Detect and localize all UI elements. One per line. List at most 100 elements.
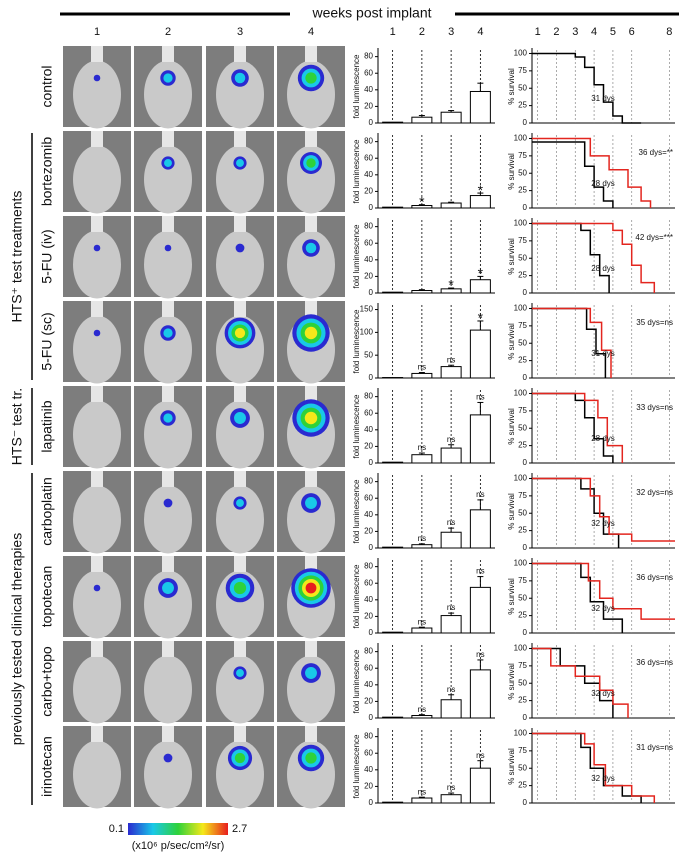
significance: ns: [447, 685, 455, 694]
bar: [469, 509, 491, 549]
mouse-body: [144, 400, 192, 469]
significance: ns: [476, 490, 484, 499]
y-tick-label: 100: [514, 729, 528, 738]
mouse-body: [216, 655, 264, 724]
significance: ns: [418, 363, 426, 372]
y-tick-label: 80: [364, 392, 373, 401]
y-tick-label: 75: [518, 491, 527, 500]
y-axis-label: % survival: [507, 748, 516, 785]
mouse-holder: [91, 386, 103, 402]
x-tick-label: 1: [535, 26, 541, 38]
mouse-holder: [305, 471, 317, 487]
mouse-holder: [234, 726, 246, 742]
week-label: 4: [308, 26, 314, 38]
significance: ns: [447, 518, 455, 527]
bar: [382, 631, 404, 634]
survival-curve: [532, 52, 642, 124]
signal: [234, 752, 246, 764]
y-tick-label: 60: [364, 663, 373, 672]
y-tick-label: 25: [518, 356, 527, 365]
signal: [306, 158, 316, 168]
signal: [234, 327, 246, 339]
y-tick-label: 50: [364, 350, 373, 359]
mouse-holder: [91, 641, 103, 657]
row-label: topotecan: [39, 566, 55, 628]
significance: *: [419, 193, 425, 209]
mouse-holder: [305, 131, 317, 147]
mouse-holder: [91, 726, 103, 742]
bar: [382, 121, 404, 124]
signal: [93, 74, 101, 82]
mouse-body: [73, 315, 121, 384]
y-tick-label: 0: [523, 798, 528, 807]
y-tick-label: 100: [514, 49, 528, 58]
significance: ns: [447, 435, 455, 444]
y-tick-label: 50: [518, 168, 527, 177]
x-tick-label: 2: [553, 26, 559, 38]
y-tick-label: 0: [523, 628, 528, 637]
mouse-holder: [91, 556, 103, 572]
median-survival: 28 dys: [591, 264, 615, 273]
significance: *: [478, 265, 484, 281]
bar: [382, 461, 404, 464]
bar: [411, 116, 433, 124]
y-axis-label: fold luminescence: [352, 224, 361, 289]
mouse-holder: [91, 46, 103, 62]
signal: [233, 581, 247, 595]
y-tick-label: 0: [369, 458, 374, 467]
y-tick-label: 0: [523, 118, 528, 127]
mouse-holder: [162, 131, 174, 147]
mouse-body: [216, 230, 264, 299]
signal: [163, 73, 173, 83]
y-tick-label: 75: [518, 661, 527, 670]
y-tick-label: 75: [518, 151, 527, 160]
row-label: irinotecan: [39, 736, 55, 797]
bar: [440, 531, 462, 549]
bar: [469, 329, 491, 379]
y-tick-label: 0: [369, 713, 374, 722]
y-tick-label: 0: [369, 543, 374, 552]
y-tick-label: 25: [518, 101, 527, 110]
signal: [236, 499, 244, 507]
y-tick-label: 0: [369, 118, 374, 127]
mouse-body: [144, 60, 192, 129]
row-label: 5-FU (iv): [39, 229, 55, 283]
y-axis-label: fold luminescence: [352, 649, 361, 714]
y-tick-label: 25: [518, 271, 527, 280]
mouse-holder: [305, 216, 317, 232]
signal: [163, 498, 173, 508]
mouse-body: [73, 655, 121, 724]
median-survival: 33 dys=ns: [636, 403, 673, 412]
y-tick-label: 25: [518, 611, 527, 620]
mouse-body: [287, 145, 335, 214]
mouse-holder: [305, 641, 317, 657]
mouse-body: [144, 570, 192, 639]
y-tick-label: 80: [364, 222, 373, 231]
y-tick-label: 40: [364, 510, 373, 519]
y-tick-label: 20: [364, 272, 373, 281]
y-tick-label: 100: [514, 389, 528, 398]
survival-curve: [532, 562, 675, 620]
y-tick-label: 60: [364, 748, 373, 757]
y-tick-label: 20: [364, 612, 373, 621]
mouse-holder: [234, 216, 246, 232]
y-axis-label: fold luminescence: [352, 54, 361, 119]
survival-curve: [532, 732, 642, 803]
signal: [305, 752, 317, 764]
y-tick-label: 40: [364, 85, 373, 94]
bar: [411, 290, 433, 294]
signal: [234, 412, 246, 424]
y-tick-label: 20: [364, 782, 373, 791]
signal: [163, 753, 173, 763]
y-tick-label: 40: [364, 595, 373, 604]
bar: [440, 366, 462, 379]
median-survival: 28 dys: [591, 179, 615, 188]
signal: [304, 411, 318, 425]
y-tick-label: 80: [364, 562, 373, 571]
median-survival: 28 dys: [591, 434, 615, 443]
survival-curve: [532, 222, 610, 293]
median-survival: 32 dys: [591, 689, 615, 698]
y-tick-label: 100: [514, 474, 528, 483]
mouse-body: [287, 230, 335, 299]
mouse-body: [144, 740, 192, 809]
